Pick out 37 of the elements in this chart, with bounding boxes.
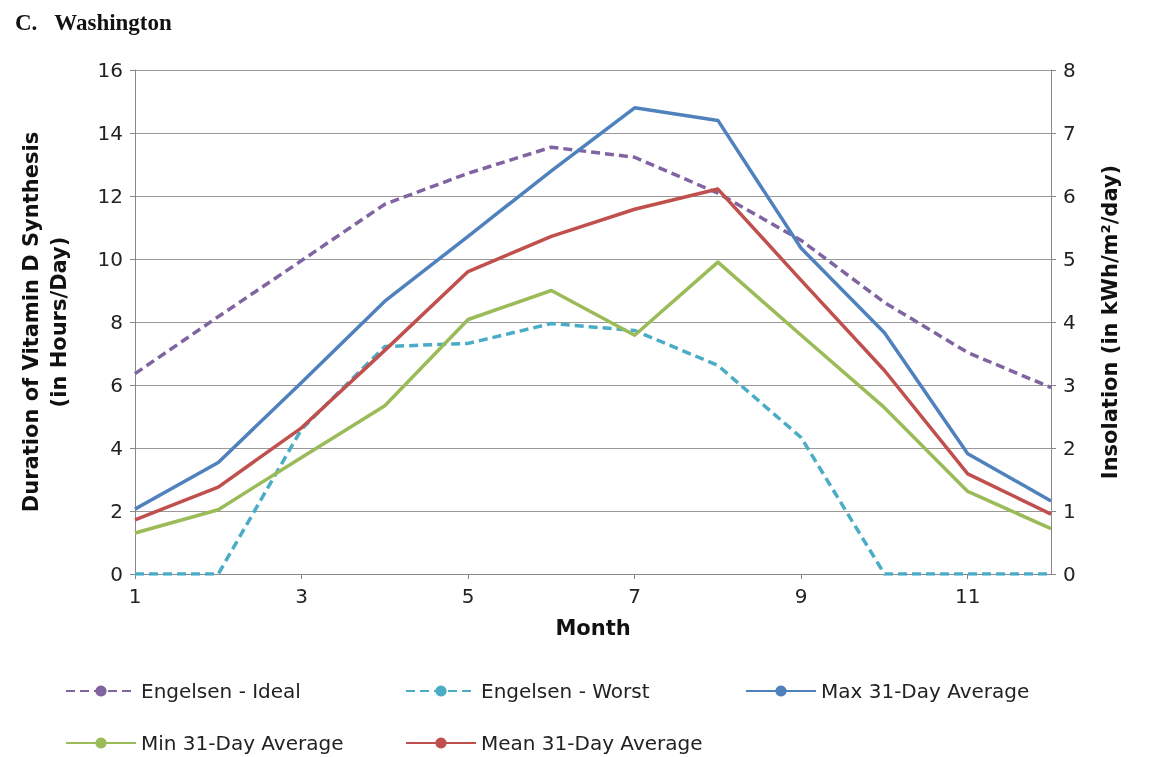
y-tick-label: 6 (110, 373, 123, 397)
line-series (133, 145, 1053, 390)
legend-label: Engelsen - Worst (481, 679, 650, 703)
y-tick-label: 4 (110, 436, 123, 460)
chart-title: C. Washington (15, 10, 173, 35)
y2-tick-label: 1 (1063, 499, 1076, 523)
x-tick-label: 11 (955, 584, 981, 608)
y-tick-label: 10 (97, 247, 123, 271)
legend-label: Mean 31-Day Average (481, 731, 703, 755)
legend-label: Min 31-Day Average (141, 731, 344, 755)
line-series (133, 260, 1053, 535)
y2-tick-label: 4 (1063, 310, 1076, 334)
y-tick-label: 8 (110, 310, 123, 334)
y-tick-label: 14 (97, 121, 123, 145)
y2-tick-label: 3 (1063, 373, 1076, 397)
y2-tick-label: 7 (1063, 121, 1076, 145)
y-tick-label: 0 (110, 562, 123, 586)
y2-tick-label: 2 (1063, 436, 1076, 460)
x-axis-title: Month (555, 616, 631, 640)
x-tick-label: 9 (794, 584, 808, 608)
x-tick-label: 7 (628, 584, 641, 608)
line-series (133, 187, 1053, 522)
y2-tick-label: 0 (1063, 562, 1076, 586)
legend-label: Engelsen - Ideal (141, 679, 301, 703)
line-series (133, 106, 1053, 511)
y-tick-label: 2 (110, 499, 123, 523)
y2-tick-label: 8 (1063, 58, 1076, 82)
y2-tick-label: 6 (1063, 184, 1076, 208)
y-tick-label: 12 (97, 184, 123, 208)
y2-axis-title: Insolation (in kWh/m²/day) (1098, 164, 1122, 480)
y-axis-title: Duration of Vitamin D Synthesis (in Hours/Day) (19, 131, 71, 513)
x-tick-label: 3 (295, 584, 308, 608)
x-tick-label: 5 (461, 584, 475, 608)
x-tick-label: 1 (128, 584, 142, 608)
y2-tick-label: 5 (1063, 247, 1076, 271)
legend-label: Max 31-Day Average (821, 679, 1030, 703)
y-tick-label: 16 (97, 58, 123, 82)
